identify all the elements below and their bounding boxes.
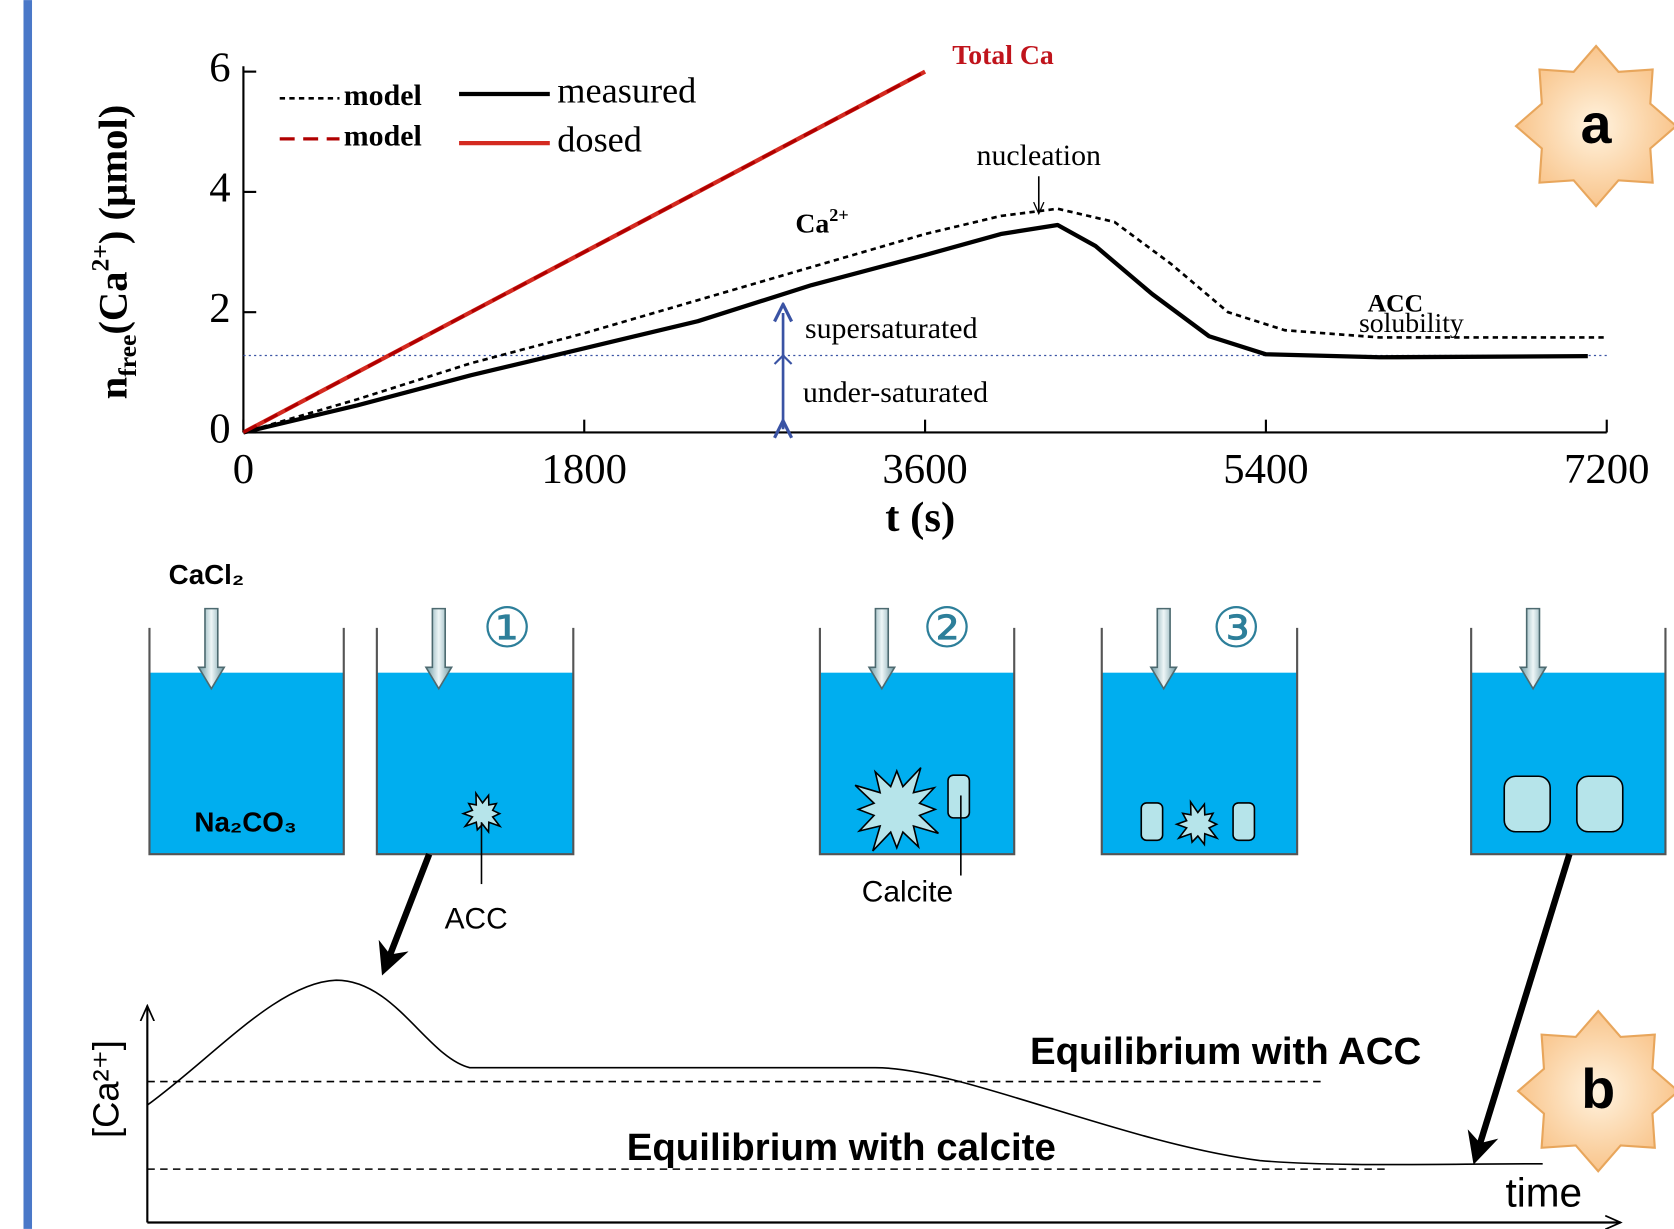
beaker-wall bbox=[818, 627, 1016, 856]
calcite-crystal bbox=[1576, 775, 1624, 833]
diagram-b: CaCl₂ ① ② ③ Na₂CO₃ ACC Calcite [Ca²⁺] ti… bbox=[85, 559, 1667, 1223]
legend-label: dosed bbox=[557, 119, 642, 159]
y-axis-label: nfree(Ca2+) (µmol) bbox=[85, 105, 142, 400]
y-tick-label: 6 bbox=[209, 44, 230, 91]
acc-label: ACC bbox=[445, 902, 508, 935]
equilibrium-label: Equilibrium with calcite bbox=[627, 1126, 1056, 1169]
liquid bbox=[376, 672, 574, 855]
legend-label: model bbox=[344, 79, 422, 112]
schematic-x-label: time bbox=[1505, 1170, 1582, 1216]
pointer-arrow bbox=[1467, 853, 1573, 1165]
series-line bbox=[243, 207, 1607, 434]
y-tick-label: 0 bbox=[209, 405, 230, 452]
y-tick-label: 2 bbox=[209, 285, 230, 332]
annotation: nucleation bbox=[977, 139, 1101, 172]
x-tick-label: 3600 bbox=[882, 446, 967, 493]
star-badge bbox=[1516, 1009, 1674, 1173]
beaker-wall bbox=[375, 627, 575, 856]
chart-a: nfree(Ca2+) (µmol) t (s) Total Ca nuclea… bbox=[85, 40, 1649, 541]
arrow-mid bbox=[773, 353, 793, 365]
star-badge bbox=[1514, 44, 1674, 208]
dosing-arrow bbox=[424, 607, 454, 691]
acc-particle bbox=[461, 790, 503, 835]
solution-label: Na₂CO₃ bbox=[194, 807, 296, 838]
pointer-arrow bbox=[378, 853, 433, 976]
y-label-part: (Ca bbox=[91, 272, 136, 335]
calcite-crystal bbox=[1503, 775, 1551, 833]
badge-a: a bbox=[1514, 44, 1674, 208]
annotation: ACC bbox=[1368, 288, 1423, 317]
panel-label: a bbox=[1581, 93, 1613, 155]
y-tick-label: 4 bbox=[209, 165, 230, 212]
annotation: solubility bbox=[1359, 308, 1464, 339]
beaker-wall bbox=[148, 627, 345, 856]
annotation: Total Ca bbox=[952, 40, 1054, 71]
x-tick-label: 0 bbox=[233, 446, 254, 493]
annotation: Ca2+ bbox=[795, 205, 848, 240]
x-tick-label: 1800 bbox=[542, 446, 627, 493]
annotation: supersaturated bbox=[805, 312, 978, 345]
y-label-part: 2+ bbox=[85, 244, 114, 271]
acc-particle bbox=[854, 767, 939, 852]
beakers bbox=[148, 607, 1667, 856]
annotation: under-saturated bbox=[803, 376, 988, 409]
x-axis-label: t (s) bbox=[885, 494, 955, 541]
x-tick-label: 5400 bbox=[1223, 446, 1308, 493]
annotation-part: 2+ bbox=[829, 205, 848, 225]
badge-b: b bbox=[1516, 1009, 1674, 1173]
calcite-crystal bbox=[1232, 802, 1256, 842]
step-number: ③ bbox=[1211, 597, 1261, 659]
x-tick-label: 7200 bbox=[1564, 446, 1649, 493]
y-label-part: ) (µmol) bbox=[91, 105, 136, 244]
liquid bbox=[1471, 672, 1666, 855]
dosing-arrow bbox=[197, 607, 226, 691]
dosing-arrow bbox=[1149, 607, 1178, 691]
beaker-wall bbox=[1100, 627, 1299, 856]
step-number: ② bbox=[922, 597, 972, 659]
calcite-crystal bbox=[947, 774, 971, 819]
y-label-part: free bbox=[113, 335, 142, 377]
calcite-crystal bbox=[1140, 802, 1164, 842]
left-border bbox=[23, 0, 33, 1229]
schematic-y-label: [Ca²⁺] bbox=[85, 1040, 126, 1138]
annotation-part: Ca bbox=[795, 209, 829, 240]
series-line bbox=[242, 222, 1588, 435]
panel-label: b bbox=[1581, 1058, 1615, 1120]
calcite-label: Calcite bbox=[862, 876, 953, 909]
acc-particle bbox=[1174, 799, 1220, 847]
equilibrium-label: Equilibrium with ACC bbox=[1030, 1030, 1421, 1073]
reagent-label: CaCl₂ bbox=[169, 559, 245, 590]
dosing-arrow bbox=[1518, 607, 1548, 691]
series-line bbox=[242, 70, 926, 434]
legend-label: model bbox=[344, 120, 422, 153]
y-label-part: n bbox=[91, 377, 136, 400]
step-number: ① bbox=[482, 597, 532, 659]
schematic-curve bbox=[146, 979, 1543, 1166]
legend-label: measured bbox=[557, 70, 696, 110]
liquid bbox=[149, 672, 344, 855]
dosing-arrow bbox=[867, 607, 897, 691]
